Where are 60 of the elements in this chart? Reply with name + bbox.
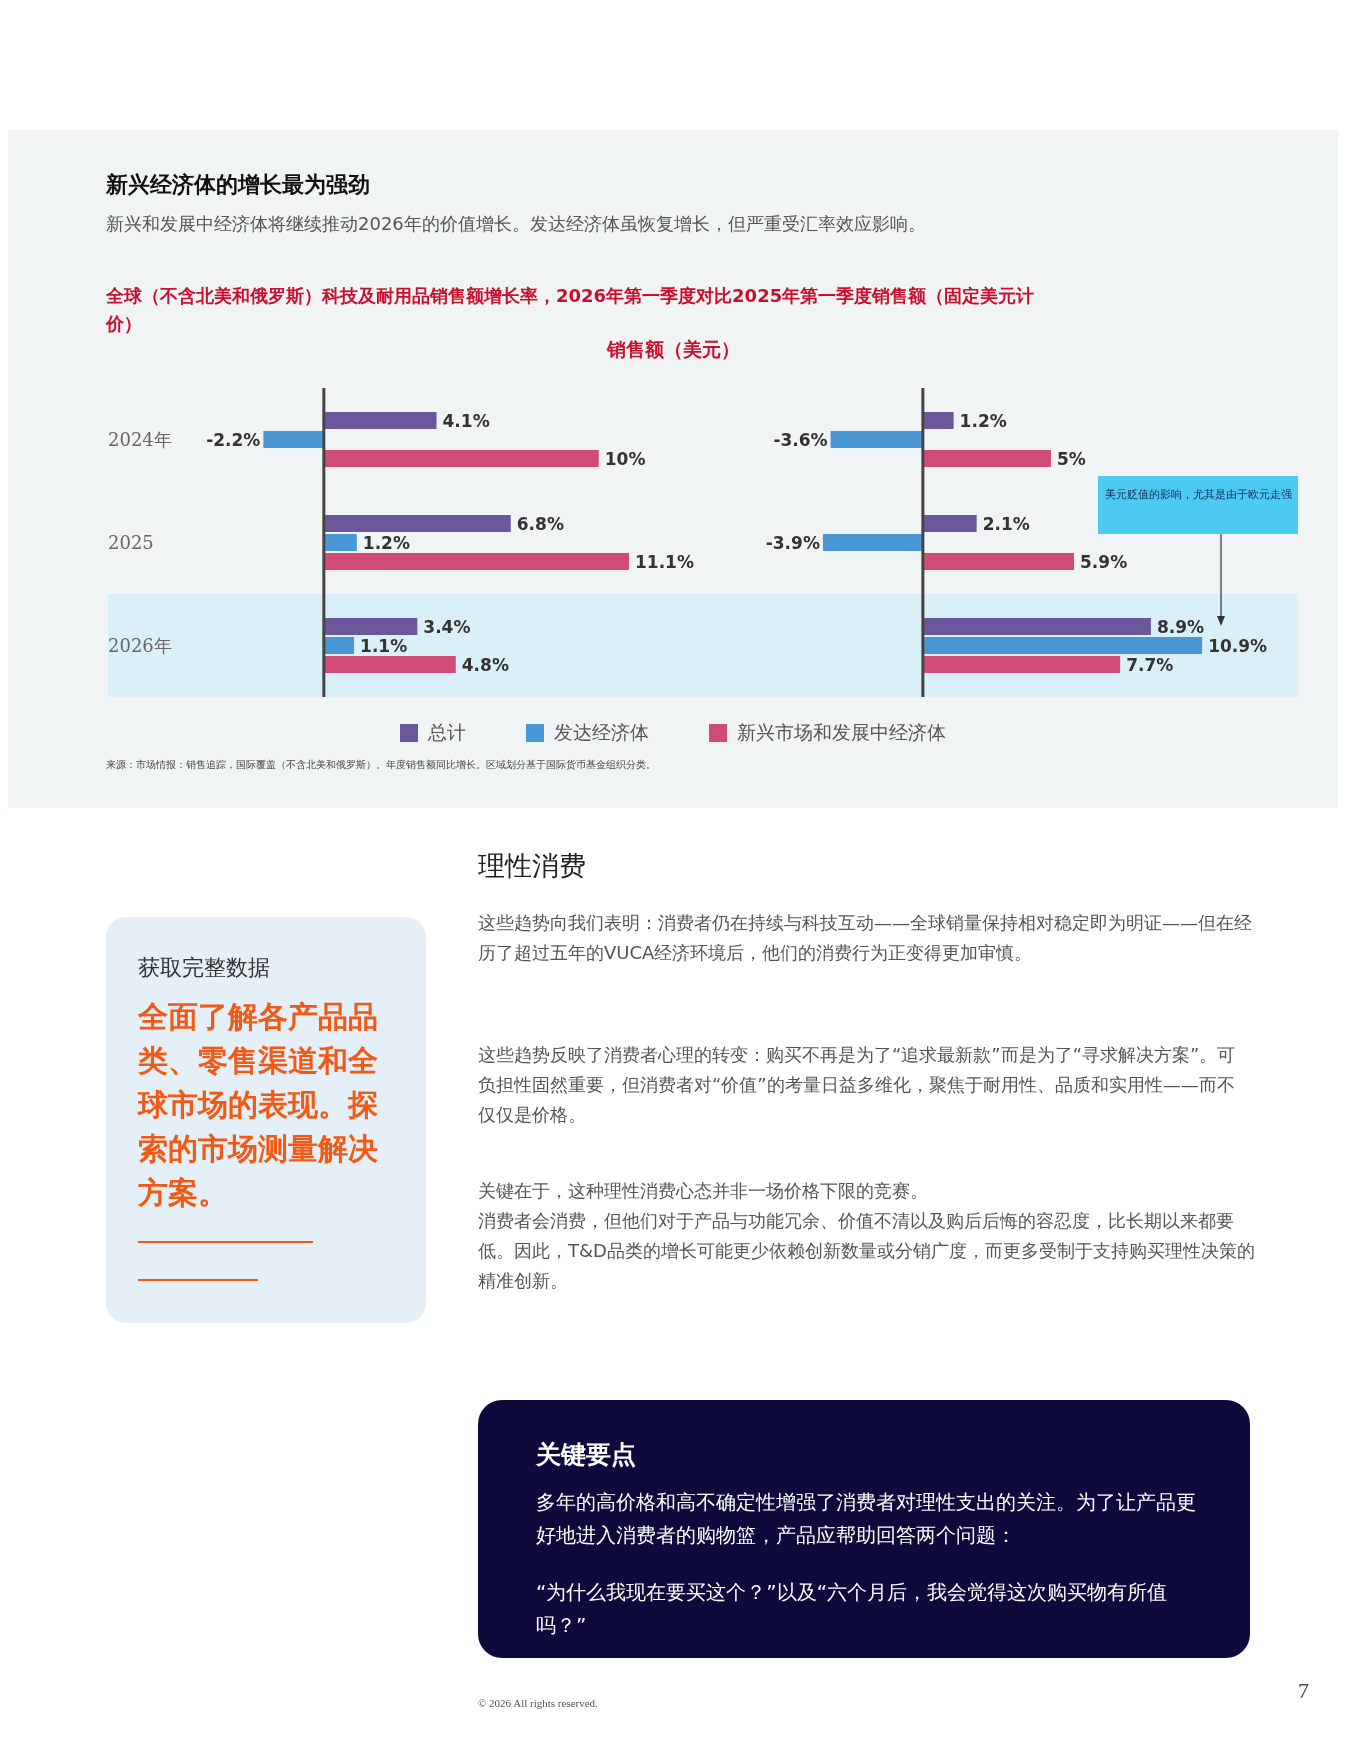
bar [830, 431, 923, 448]
data-label: 10.9% [1208, 635, 1268, 656]
data-label: 7.7% [1126, 654, 1174, 675]
text: © 2026 All rights reserved. [478, 1697, 598, 1709]
bar [323, 656, 456, 673]
bar [922, 618, 1151, 635]
text: 理性消费 [478, 849, 586, 883]
legend-label: 总计 [428, 720, 466, 745]
chart-title: 新兴经济体的增长最为强劲 [106, 171, 370, 199]
data-label: 5% [1056, 448, 1086, 469]
bar [922, 553, 1075, 570]
bar [922, 450, 1051, 467]
text: 多年的高价格和高不确定性增强了消费者对理性支出的关注。为了让产品更好地进入消费者的购物篮，产品应帮助回答两个问题： [536, 1489, 1196, 1549]
bar [323, 515, 511, 532]
bar [922, 515, 977, 532]
text: 获取完整数据 [138, 954, 270, 982]
data-label: 2.1% [982, 513, 1030, 534]
data-label: 8.9% [1156, 616, 1205, 637]
data-label: 3.4% [423, 616, 471, 637]
text: 这些趋势向我们表明：消费者仍在持续与科技互动——全球销量保持相对稳定即为明证——但在经历了超过五年的VUCA经济环境后，他们的消费行为正变得更加审慎。 [478, 911, 1253, 965]
text: 全球（不含北美和俄罗斯）科技及耐用品销售额增长率，2026年第一季度对比2025年第一季度销售额（固定美元计价） [106, 284, 1036, 336]
data-label: -2.2% [206, 429, 261, 450]
bar [922, 637, 1203, 654]
bar [922, 656, 1121, 673]
legend-label: 新兴市场和发展中经济体 [737, 720, 946, 745]
text: 关键在于，这种理性消费心态并非一场价格下限的竞赛。 [478, 1179, 929, 1203]
text: 关键要点 [536, 1439, 636, 1471]
bar [323, 412, 437, 429]
bar [323, 553, 629, 570]
y-tick-label: 2026年 [108, 634, 172, 656]
source-note: 来源：市场情报：销售追踪，国际覆盖（不含北美和俄罗斯）。年度销售额同比增长。区域划分基于国际货币基金组织分类。 [106, 758, 656, 772]
text: “为什么我现在要买这个？”以及“六个月后，我会觉得这次购买物有所值吗？” [536, 1579, 1169, 1639]
bar [323, 534, 357, 551]
legend-label: 发达经济体 [554, 720, 649, 745]
bar [323, 637, 355, 654]
data-label: -3.6% [773, 429, 828, 450]
data-label: 1.2% [362, 532, 410, 553]
annotation: 美元贬值的影响，尤其是由于欧元走强 [1098, 476, 1298, 534]
data-label: 1.1% [360, 635, 408, 656]
bar [922, 412, 954, 429]
bar [263, 431, 324, 448]
y-tick-label: 2024年 [108, 428, 172, 450]
data-label: 4.1% [442, 410, 490, 431]
bar [323, 450, 599, 467]
chart-subtitle: 新兴和发展中经济体将继续推动2026年的价值增长。发达经济体虽恢复增长，但严重受汇率效应影响。 [106, 212, 926, 236]
data-label: 10% [604, 448, 646, 469]
text: 7 [1298, 1678, 1309, 1704]
data-label: 6.8% [516, 513, 564, 534]
data-label: 4.8% [461, 654, 509, 675]
bar [822, 534, 923, 551]
chart-title: 销售额（美元） [605, 337, 741, 362]
data-label: 11.1% [634, 551, 694, 572]
y-tick-label: 2025 [108, 531, 154, 553]
bar [323, 618, 418, 635]
data-label: 1.2% [959, 410, 1007, 431]
text: 全面了解各产品品类、零售渠道和全球市场的表现。探索的市场测量解决方案。 [138, 998, 379, 1212]
data-label: -3.9% [765, 532, 820, 553]
text: 这些趋势反映了消费者心理的转变：购买不再是为了“追求最新款”而是为了“寻求解决方案”。可负担性固然重要，但消费者对“价值”的考量日益多维化，聚焦于耐用性、品质和实用性——而不仅仅是价格。 [478, 1043, 1237, 1127]
data-label: 5.9% [1080, 551, 1128, 572]
text: 消费者会消费，但他们对于产品与功能冗余、价值不清以及购后后悔的容忍度，比长期以来都要低。因此，T&D品类的增长可能更少依赖创新数量或分销广度，而更多受制于支持购买理性决策的精准创新。 [478, 1209, 1256, 1293]
